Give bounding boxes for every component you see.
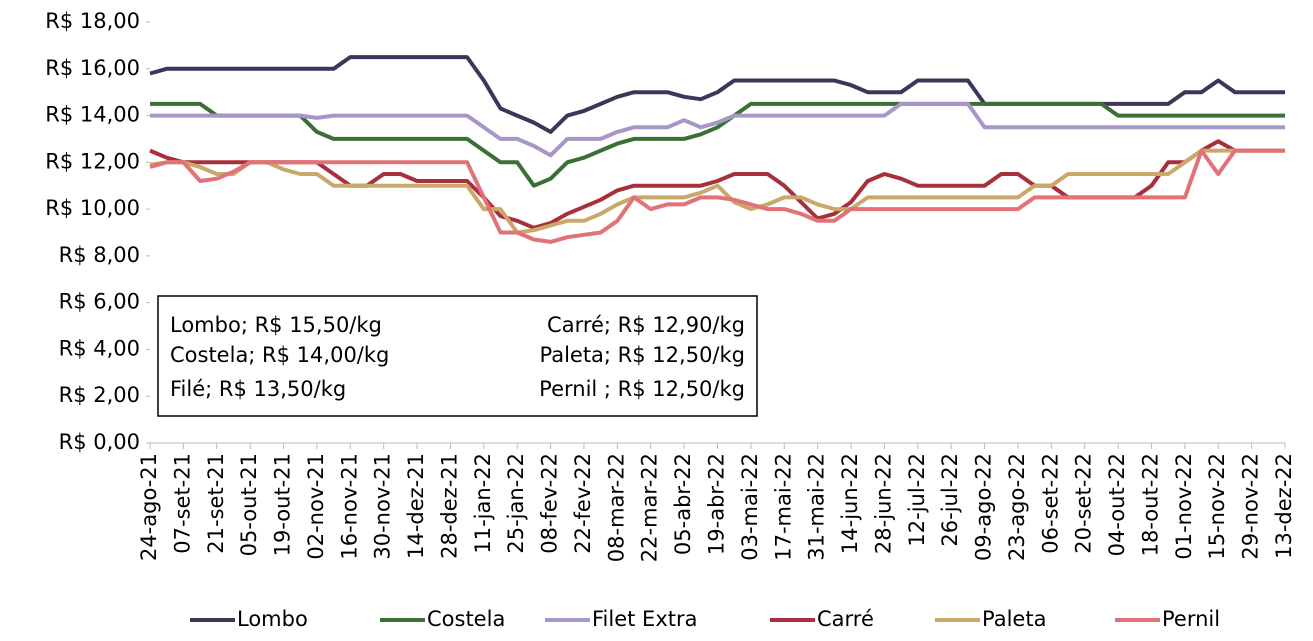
series-line [149, 148, 1285, 235]
series-line [150, 101, 1285, 188]
x-tick-label: 16-nov-21 [337, 453, 361, 560]
x-tick-label: 15-nov-22 [1205, 453, 1229, 560]
x-tick-label: 25-jan-22 [504, 453, 528, 554]
x-tick-label: 31-mai-22 [805, 453, 829, 561]
x-tick-label: 03-mai-22 [738, 453, 762, 561]
y-tick-label: R$ 4,00 [59, 336, 140, 360]
x-tick-label: 08-fev-22 [538, 453, 562, 554]
y-tick-label: R$ 12,00 [45, 149, 140, 173]
series-line [150, 101, 1285, 158]
annotation: Carré; R$ 12,90/kg [547, 313, 745, 337]
annotation: Filé; R$ 13,50/kg [170, 377, 346, 401]
x-tick-label: 24-ago-21 [137, 453, 161, 561]
x-tick-label: 29-nov-22 [1239, 453, 1263, 560]
series-line [149, 148, 1285, 244]
y-tick-label: R$ 14,00 [45, 103, 140, 127]
x-tick-label: 01-nov-22 [1172, 453, 1196, 560]
x-tick-label: 22-fev-22 [571, 453, 595, 554]
x-tick-label: 19-abr-22 [705, 453, 729, 555]
legend-label: Costela [427, 607, 505, 631]
annotation: Costela; R$ 14,00/kg [170, 343, 389, 367]
x-tick-label: 30-nov-21 [371, 453, 395, 560]
y-tick-label: R$ 18,00 [45, 9, 140, 33]
y-tick-label: R$ 6,00 [59, 290, 140, 314]
annotation: Pernil ; R$ 12,50/kg [539, 377, 745, 401]
x-tick-label: 28-dez-21 [437, 453, 461, 559]
x-tick-label: 05-out-21 [237, 453, 261, 556]
x-tick-label: 14-jun-22 [838, 453, 862, 554]
x-tick-label: 04-out-22 [1105, 453, 1129, 556]
x-tick-label: 05-abr-22 [671, 453, 695, 555]
y-tick-label: R$ 10,00 [45, 196, 140, 220]
legend-label: Filet Extra [592, 607, 697, 631]
x-tick-label: 21-set-21 [204, 453, 228, 554]
legend-label: Paleta [982, 607, 1046, 631]
annotation-box [157, 295, 758, 417]
x-tick-label: 12-jul-22 [905, 453, 929, 547]
x-tick-label: 19-out-21 [271, 453, 295, 556]
y-tick-label: R$ 0,00 [59, 430, 140, 454]
x-tick-label: 18-out-22 [1138, 453, 1162, 556]
x-tick-label: 22-mar-22 [638, 453, 662, 562]
x-tick-label: 07-set-21 [170, 453, 194, 554]
x-tick-label: 14-dez-21 [404, 453, 428, 559]
x-tick-label: 23-ago-22 [1005, 453, 1029, 561]
x-tick-label: 02-nov-21 [304, 453, 328, 560]
annotation: Paleta; R$ 12,50/kg [539, 343, 745, 367]
x-tick-label: 11-jan-22 [471, 453, 495, 554]
y-tick-label: R$ 2,00 [59, 383, 140, 407]
x-tick-label: 09-ago-22 [972, 453, 996, 561]
legend-label: Pernil [1162, 607, 1220, 631]
x-tick-label: 06-set-22 [1038, 453, 1062, 554]
x-tick-label: 26-jul-22 [938, 453, 962, 547]
x-tick-label: 08-mar-22 [604, 453, 628, 562]
legend-label: Lombo [237, 607, 308, 631]
legend-label: Carré [817, 607, 874, 631]
y-tick-label: R$ 16,00 [45, 56, 140, 80]
x-tick-label: 20-set-22 [1072, 453, 1096, 554]
y-tick-label: R$ 8,00 [59, 243, 140, 267]
x-tick-label: 17-mai-22 [771, 453, 795, 561]
annotation: Lombo; R$ 15,50/kg [170, 313, 382, 337]
x-tick-label: 13-dez-22 [1272, 453, 1296, 559]
x-tick-label: 28-jun-22 [871, 453, 895, 554]
